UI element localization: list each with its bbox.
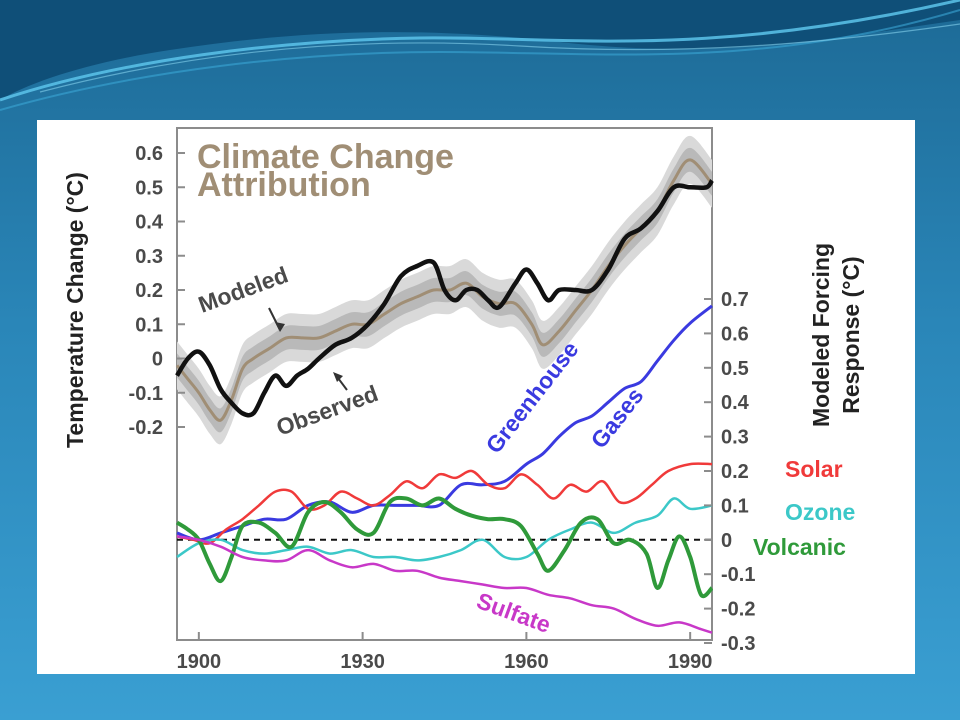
lower-y-tick-label: 0.2 bbox=[721, 461, 749, 483]
plot-frame bbox=[176, 127, 713, 641]
lower-y-tick-label: 0.3 bbox=[721, 427, 749, 449]
upper-y-tick-label: 0.5 bbox=[135, 177, 163, 199]
modeled-arrowhead-icon bbox=[275, 322, 285, 332]
series-lines bbox=[175, 158, 714, 634]
observed-arrowhead-icon bbox=[333, 372, 343, 382]
lower-y-tick-label: -0.3 bbox=[721, 633, 755, 655]
lower-y-tick-label: 0.1 bbox=[721, 495, 749, 517]
climate-attribution-chart: Climate Change Attribution Modeled Obser… bbox=[62, 127, 864, 673]
x-tick-label: 1960 bbox=[504, 651, 549, 673]
observed-annotation: Observed bbox=[273, 380, 382, 441]
x-tick-label: 1930 bbox=[340, 651, 385, 673]
upper-y-tick-label: 0 bbox=[152, 349, 163, 371]
x-tick-labels: 1900 1930 1960 1990 bbox=[177, 632, 713, 673]
volcanic-line bbox=[175, 495, 714, 599]
lower-y-axis-title-line2: Response (°C) bbox=[838, 256, 864, 413]
lower-y-tick-label: -0.1 bbox=[721, 564, 755, 586]
chart-title-line2: Attribution bbox=[197, 166, 371, 204]
lower-y-tick-label: 0.5 bbox=[721, 358, 749, 380]
upper-y-tick-label: 0.6 bbox=[135, 143, 163, 165]
upper-y-tick-label: -0.2 bbox=[129, 417, 163, 439]
solar-line bbox=[176, 462, 713, 545]
upper-y-tick-label: 0.4 bbox=[135, 212, 164, 234]
lower-y-tick-label: 0.7 bbox=[721, 289, 749, 311]
lower-y-tick-label: 0 bbox=[721, 530, 732, 552]
lower-y-axis-title-line1: Modeled Forcing bbox=[808, 243, 834, 427]
lower-y-tick-label: 0.4 bbox=[721, 392, 750, 414]
header-wave-decoration bbox=[0, 0, 960, 111]
lower-y-tick-label: -0.2 bbox=[721, 599, 755, 621]
volcanic-label: Volcanic bbox=[753, 534, 846, 560]
chart-title-line1: Climate Change bbox=[197, 138, 454, 176]
lower-y-tick-labels: 0.7 0.6 0.5 0.4 0.3 0.2 0.1 0 -0.1 -0.2 -0.3 bbox=[704, 289, 755, 655]
upper-y-tick-label: 0.3 bbox=[135, 246, 163, 268]
greenhouse-label-line1: Greenhouse bbox=[480, 336, 583, 458]
chart-panel: Climate Change Attribution Modeled Obser… bbox=[37, 120, 915, 674]
observed-line bbox=[175, 178, 714, 418]
x-tick-label: 1990 bbox=[668, 651, 713, 673]
upper-y-tick-label: 0.1 bbox=[135, 314, 163, 336]
x-tick-label: 1900 bbox=[177, 651, 222, 673]
ozone-label: Ozone bbox=[785, 499, 855, 525]
upper-y-axis-title: Temperature Change (°C) bbox=[62, 172, 88, 448]
lower-y-tick-label: 0.6 bbox=[721, 323, 749, 345]
modeled-annotation: Modeled bbox=[195, 261, 292, 317]
ozone-line bbox=[176, 497, 713, 562]
upper-y-tick-label: -0.1 bbox=[129, 383, 163, 405]
upper-y-tick-labels: 0.6 0.5 0.4 0.3 0.2 0.1 0 -0.1 -0.2 bbox=[129, 143, 185, 439]
solar-label: Solar bbox=[785, 456, 843, 482]
sulfate-label: Sulfate bbox=[473, 587, 554, 638]
greenhouse-gases-line bbox=[176, 304, 713, 542]
sulfate-line bbox=[176, 535, 713, 634]
upper-y-tick-label: 0.2 bbox=[135, 280, 163, 302]
